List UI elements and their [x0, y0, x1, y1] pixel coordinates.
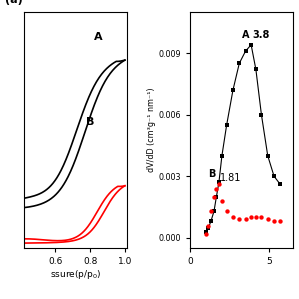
- Point: [224, 209, 229, 213]
- Point: [231, 215, 235, 220]
- Point: [249, 42, 254, 47]
- Point: [214, 194, 219, 199]
- Point: [224, 123, 229, 127]
- Point: [278, 182, 283, 187]
- Point: [265, 217, 270, 222]
- Text: (a): (a): [5, 0, 23, 5]
- Point: [208, 209, 213, 213]
- Point: [243, 49, 248, 54]
- Point: [237, 61, 242, 66]
- Point: [204, 229, 208, 234]
- Point: [272, 219, 277, 224]
- Point: [259, 215, 264, 220]
- Point: [254, 215, 258, 220]
- Y-axis label: dV/dD (cm³g⁻¹ nm⁻¹): dV/dD (cm³g⁻¹ nm⁻¹): [147, 88, 156, 173]
- Point: [219, 199, 224, 203]
- Point: [212, 194, 216, 199]
- Point: [231, 88, 235, 92]
- Point: [254, 67, 258, 72]
- Point: [219, 153, 224, 158]
- Text: B: B: [208, 169, 215, 179]
- Point: [265, 153, 270, 158]
- Text: 3.8: 3.8: [252, 30, 269, 40]
- Point: [216, 180, 221, 185]
- Text: B: B: [86, 117, 94, 127]
- Point: [243, 217, 248, 222]
- Text: A: A: [94, 32, 102, 42]
- Point: [204, 231, 208, 236]
- Point: [278, 219, 283, 224]
- Point: [206, 225, 211, 230]
- Point: [249, 215, 254, 220]
- X-axis label: ssure(p/p$_0$): ssure(p/p$_0$): [50, 268, 101, 280]
- Point: [272, 174, 277, 179]
- Text: A: A: [242, 30, 249, 40]
- Text: 1.81: 1.81: [220, 173, 242, 183]
- Point: [216, 182, 221, 187]
- Point: [237, 217, 242, 222]
- Point: [206, 223, 211, 228]
- Point: [259, 112, 264, 117]
- Point: [208, 219, 213, 224]
- Point: [214, 186, 219, 191]
- Point: [212, 209, 216, 213]
